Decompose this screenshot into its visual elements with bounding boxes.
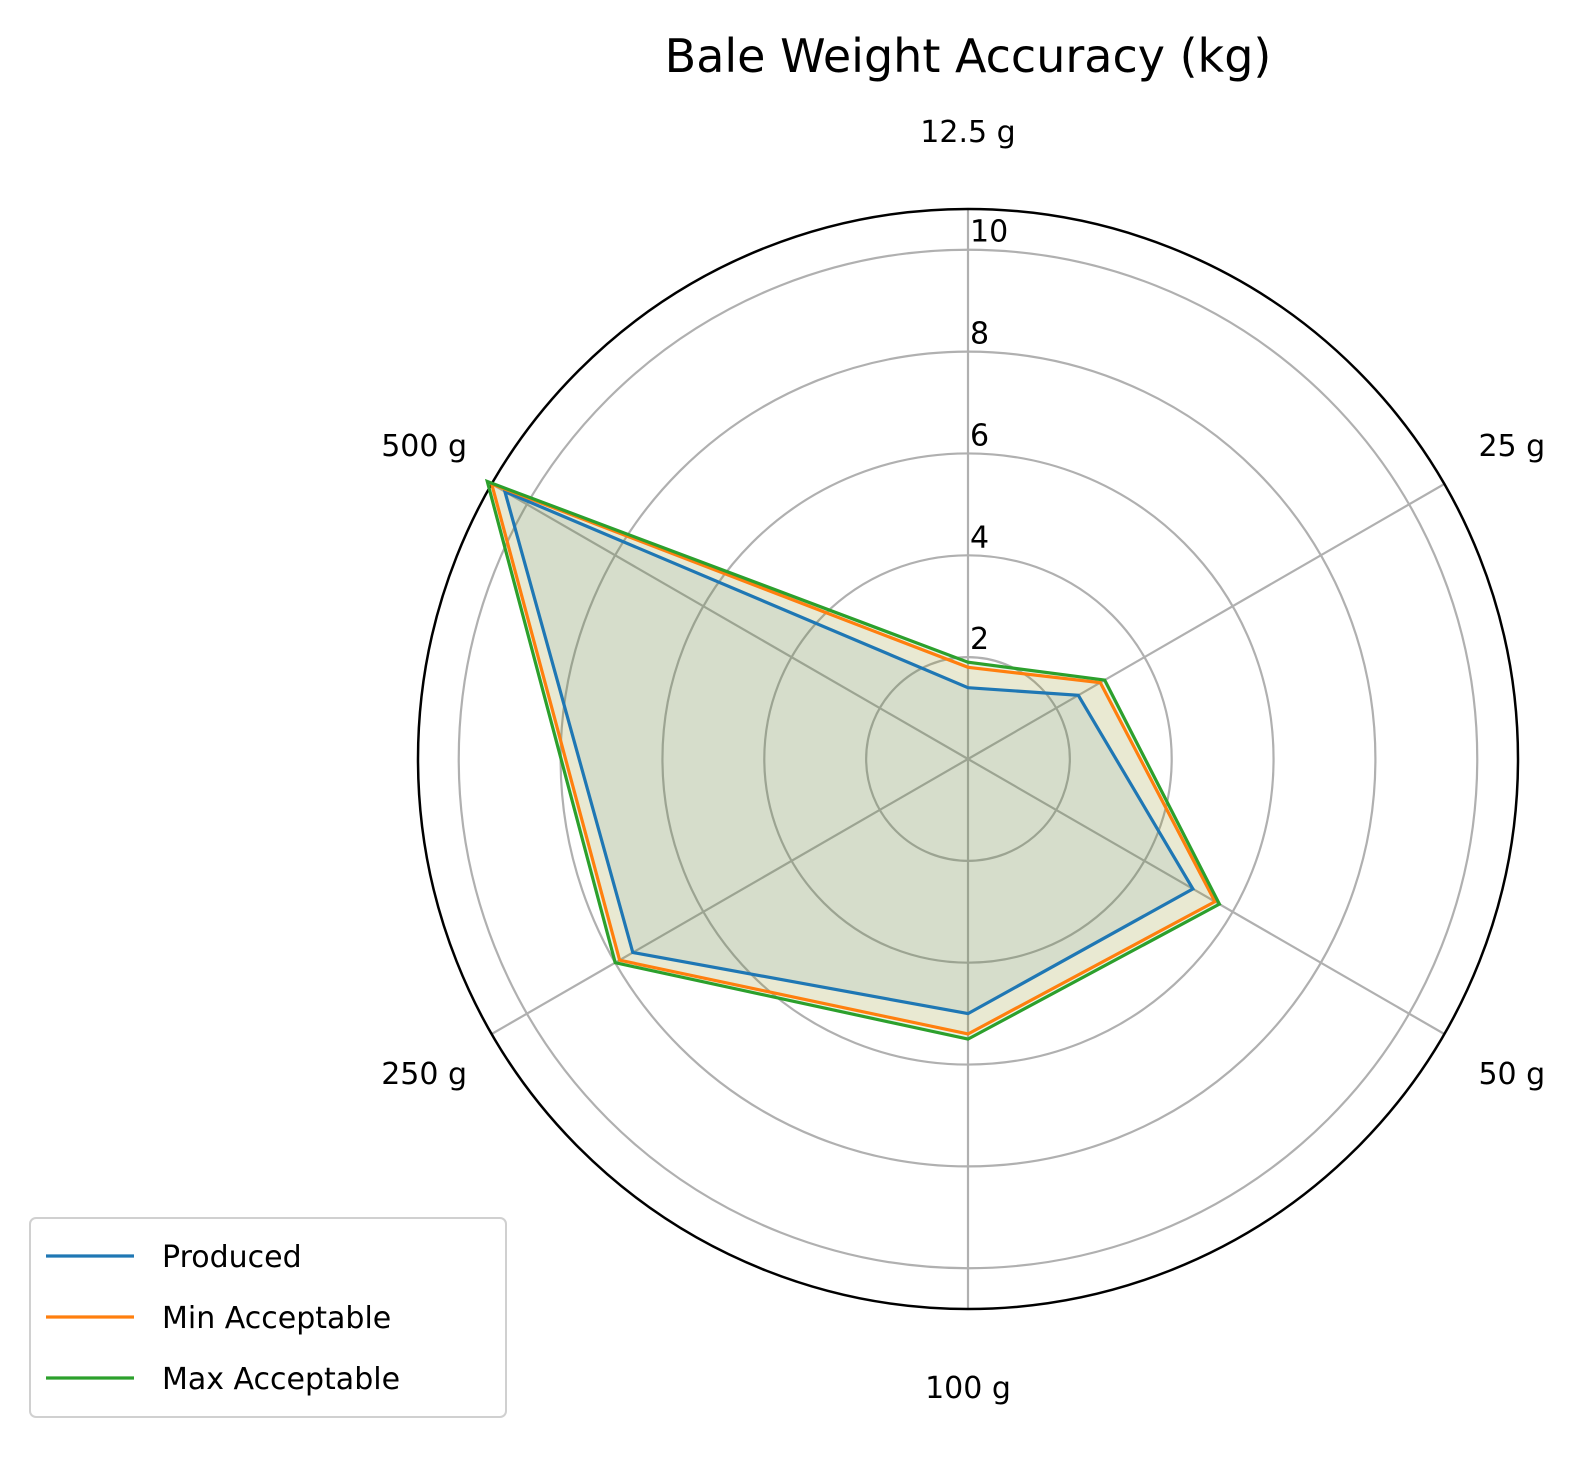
radial-tick-labels: 2 4 6 8 10: [970, 215, 1008, 657]
category-label: 100 g: [925, 1371, 1011, 1406]
grid-spoke: [491, 758, 969, 1035]
category-label: 500 g: [381, 429, 467, 464]
chart-title: Bale Weight Accuracy (kg): [665, 29, 1272, 83]
series-fill-3: [487, 481, 1220, 1040]
grid-spoke: [967, 758, 1445, 1035]
r-tick-label: 6: [970, 418, 989, 453]
legend-label: Min Acceptable: [162, 1301, 391, 1336]
series-fills: [487, 481, 1220, 1040]
grid-spoke: [491, 483, 969, 760]
category-label: 50 g: [1478, 1057, 1545, 1092]
series-line-3: [484, 478, 1222, 1041]
r-tick-label: 2: [970, 622, 989, 657]
series-line-1: [502, 488, 1196, 1016]
series-fill-1: [504, 491, 1193, 1014]
series-fill-2: [491, 484, 1215, 1034]
category-label: 250 g: [381, 1057, 467, 1092]
category-labels: 12.5 g 25 g 50 g 100 g 250 g 500 g: [381, 115, 1545, 1406]
r-tick-label: 4: [970, 520, 989, 555]
series-lines: [484, 478, 1222, 1041]
legend-box: [29, 1217, 507, 1418]
grid-spoke: [967, 483, 1445, 760]
category-label: 12.5 g: [920, 115, 1015, 150]
category-label: 25 g: [1478, 429, 1545, 464]
legend: Produced Min Acceptable Max Acceptable: [29, 1217, 507, 1418]
r-tick-label: 10: [970, 215, 1008, 250]
outer-frame: [416, 207, 1520, 1311]
legend-label: Max Acceptable: [162, 1362, 400, 1397]
r-tick-label: 8: [970, 317, 989, 352]
legend-label: Produced: [162, 1240, 302, 1275]
